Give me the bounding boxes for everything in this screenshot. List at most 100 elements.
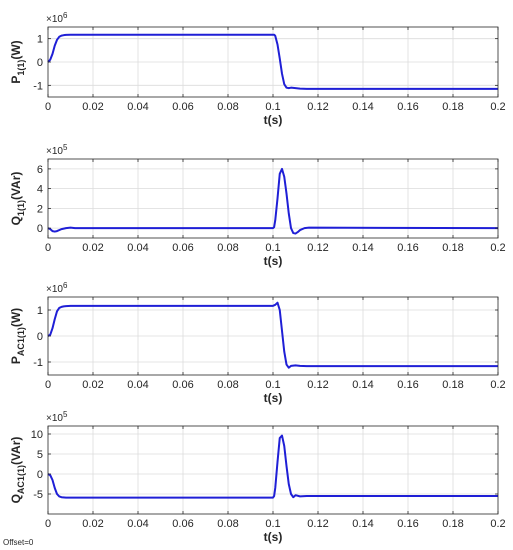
x-tick-label: 0 [45, 101, 51, 113]
y-tick-label: 0 [37, 469, 43, 481]
y-tick-label: -1 [33, 357, 43, 369]
y-label-main: Q [9, 216, 23, 225]
x-axis-label: t(s) [264, 113, 283, 127]
y-tick-label: 0 [37, 57, 43, 69]
x-axis-label: t(s) [264, 391, 283, 405]
exponent-power: 6 [63, 11, 68, 20]
x-tick-label: 0.06 [172, 242, 193, 254]
x-tick-label: 0 [45, 242, 51, 254]
series-line-1 [47, 301, 498, 369]
x-tick-label: 0.16 [397, 101, 418, 113]
y-tick-label: 10 [31, 429, 43, 441]
chart-panel-2: 0 0.02 0.04 0.06 0.08 0.1 0.12 0.14 0.16 0.18 0.2 0… [9, 143, 506, 268]
y-axis-label: QAC1(1)(VAr) [9, 437, 26, 504]
x-tick-label: 0.16 [397, 518, 418, 530]
y-exponent-label: ×106 [46, 11, 68, 25]
x-tick-label: 0.16 [397, 242, 418, 254]
exponent-base: ×10 [46, 413, 63, 424]
x-axis-label: t(s) [264, 254, 283, 268]
y-tick-label: 5 [37, 449, 43, 461]
chart-panel-4: 0 0.02 0.04 0.06 0.08 0.1 0.12 0.14 0.16 0.18 0.2 -… [9, 410, 506, 544]
y-label-main: P [9, 76, 23, 84]
x-tick-label: 0 [45, 379, 51, 391]
x-tick-label: 0.2 [490, 379, 505, 391]
x-tick-label: 0.06 [172, 518, 193, 530]
x-tick-label: 0.02 [82, 242, 103, 254]
x-axis-label: t(s) [264, 530, 283, 544]
exponent-base: ×10 [46, 14, 63, 25]
exponent-power: 6 [63, 281, 68, 290]
y-label-subscript: 1(1) [16, 200, 26, 216]
y-exponent-label: ×105 [46, 143, 68, 157]
x-tick-label: 0.14 [352, 101, 373, 113]
x-tick-label: 0.2 [490, 518, 505, 530]
x-tick-label: 0.14 [352, 379, 373, 391]
x-tick-label: 0.14 [352, 518, 373, 530]
x-tick-label: 0.1 [265, 518, 280, 530]
x-tick-label: 0.06 [172, 101, 193, 113]
x-tick-label: 0.04 [127, 518, 148, 530]
y-label-subscript: AC1(1) [16, 465, 26, 494]
y-label-unit: (VAr) [9, 172, 23, 200]
y-tick-label: 1 [37, 305, 43, 317]
x-tick-label: 0.1 [265, 379, 280, 391]
x-tick-label: 0.12 [307, 379, 328, 391]
chart-panel-3: 0 0.02 0.04 0.06 0.08 0.1 0.12 0.14 0.16 0.18 0.2 -… [9, 281, 506, 405]
y-tick-label: -5 [33, 489, 43, 501]
y-axis-label: P1(1)(W) [9, 40, 26, 83]
x-tick-label: 0.18 [442, 101, 463, 113]
y-tick-label: 1 [37, 34, 43, 46]
x-tick-label: 0.1 [265, 242, 280, 254]
y-label-subscript: AC1(1) [16, 327, 26, 356]
x-tick-label: 0.12 [307, 242, 328, 254]
x-tick-label: 0.18 [442, 518, 463, 530]
y-label-unit: (VAr) [9, 437, 23, 465]
y-axis-label: Q1(1)(VAr) [9, 172, 26, 226]
x-tick-label: 0.2 [490, 101, 505, 113]
exponent-power: 5 [63, 143, 68, 152]
y-exponent-label: ×106 [46, 281, 68, 295]
exponent-base: ×10 [46, 284, 63, 295]
series-line-1 [47, 167, 499, 235]
x-tick-label: 0.18 [442, 242, 463, 254]
y-label-unit: (W) [9, 308, 23, 327]
y-label-main: P [9, 356, 23, 364]
x-tick-label: 0.2 [490, 242, 505, 254]
x-tick-label: 0.1 [265, 101, 280, 113]
chart-panel-1: 0 0.02 0.04 0.06 0.08 0.1 0.12 0.14 0.16 0.18 0.2 -… [9, 11, 506, 127]
x-tick-label: 0.02 [82, 379, 103, 391]
offset-note: Offset=0 [3, 538, 34, 547]
series-line-1 [47, 434, 498, 499]
x-tick-label: 0.04 [127, 101, 148, 113]
y-label-subscript: 1(1) [16, 60, 26, 76]
y-label-unit: (W) [9, 40, 23, 59]
x-tick-label: 0.02 [82, 101, 103, 113]
x-tick-label: 0.04 [127, 379, 148, 391]
x-tick-label: 0 [45, 518, 51, 530]
y-label-main: Q [9, 494, 23, 503]
x-tick-label: 0.08 [217, 101, 238, 113]
x-tick-label: 0.12 [307, 518, 328, 530]
y-tick-label: 0 [37, 223, 43, 235]
x-tick-label: 0.04 [127, 242, 148, 254]
x-tick-label: 0.12 [307, 101, 328, 113]
y-tick-label: -1 [33, 80, 43, 92]
x-tick-label: 0.02 [82, 518, 103, 530]
y-tick-label: 0 [37, 331, 43, 343]
x-tick-label: 0.16 [397, 379, 418, 391]
x-tick-label: 0.06 [172, 379, 193, 391]
y-exponent-label: ×105 [46, 410, 68, 424]
x-tick-label: 0.08 [217, 379, 238, 391]
x-tick-label: 0.08 [217, 518, 238, 530]
y-tick-label: 4 [37, 184, 43, 196]
y-tick-label: 2 [37, 203, 43, 215]
series-line-1 [47, 33, 498, 90]
y-tick-label: 6 [37, 164, 43, 176]
x-tick-label: 0.18 [442, 379, 463, 391]
y-axis-label: PAC1(1)(W) [9, 308, 26, 364]
exponent-power: 5 [63, 410, 68, 419]
x-tick-label: 0.14 [352, 242, 373, 254]
x-tick-label: 0.08 [217, 242, 238, 254]
exponent-base: ×10 [46, 146, 63, 157]
